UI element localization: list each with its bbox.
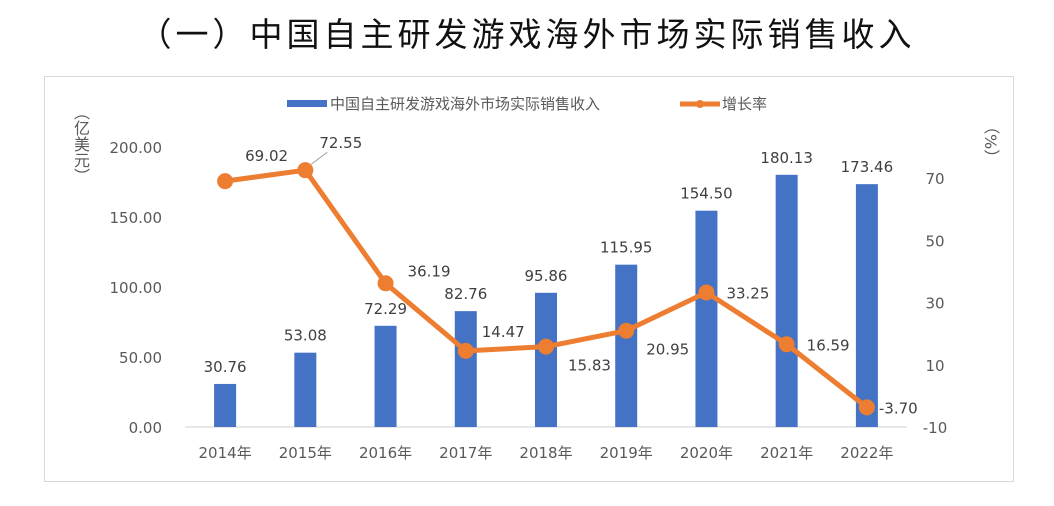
- chart-frame: [44, 76, 1014, 482]
- growth-data-label: 14.47: [482, 323, 525, 341]
- growth-marker: [457, 342, 474, 359]
- x-tick-label: 2017年: [439, 444, 492, 462]
- y-left-tick-label: 0.00: [129, 419, 162, 437]
- legend-bar-swatch: [287, 100, 327, 107]
- y-left-tick-label: 50.00: [119, 349, 162, 367]
- legend-bar-label: 中国自主研发游戏海外市场实际销售收入: [330, 95, 600, 113]
- legend-line-marker: [696, 100, 704, 108]
- bar: [214, 383, 237, 427]
- growth-marker: [778, 336, 795, 353]
- y-right-tick-label: -10: [923, 419, 948, 437]
- growth-marker: [618, 322, 635, 339]
- bar: [695, 210, 718, 427]
- growth-data-label: -3.70: [879, 399, 918, 417]
- bar: [775, 174, 798, 427]
- growth-marker: [698, 284, 715, 301]
- bar-data-label: 82.76: [444, 285, 487, 303]
- x-tick-label: 2022年: [840, 444, 893, 462]
- y-left-tick-label: 150.00: [110, 209, 163, 227]
- x-tick-label: 2020年: [680, 444, 733, 462]
- growth-data-label: 36.19: [408, 262, 451, 280]
- bar-data-label: 180.13: [760, 149, 813, 167]
- bar: [294, 352, 317, 427]
- leader-line: [311, 151, 328, 165]
- growth-data-label: 20.95: [646, 341, 689, 359]
- bar-data-label: 72.29: [364, 300, 407, 318]
- legend-line-label: 增长率: [722, 95, 767, 113]
- bar-data-label: 154.50: [680, 185, 733, 203]
- y-left-axis-label: （亿美元）: [71, 104, 90, 184]
- y-right-axis-label: （%）: [981, 118, 1000, 166]
- bar-data-label: 30.76: [204, 358, 247, 376]
- growth-marker: [858, 399, 875, 416]
- x-tick-label: 2019年: [600, 444, 653, 462]
- growth-data-label: 72.55: [319, 134, 362, 152]
- growth-data-label: 15.83: [568, 357, 611, 375]
- y-right-tick-label: 10: [925, 357, 944, 375]
- bar-data-label: 95.86: [525, 267, 568, 285]
- y-right-tick-label: 50: [925, 232, 944, 250]
- bar-data-label: 115.95: [600, 239, 653, 257]
- page-title: （一）中国自主研发游戏海外市场实际销售收入: [138, 15, 916, 54]
- bar: [535, 292, 557, 427]
- bar: [615, 264, 638, 427]
- growth-data-label: 33.25: [726, 284, 769, 302]
- growth-data-label: 16.59: [807, 336, 850, 354]
- y-left-tick-label: 200.00: [110, 139, 163, 157]
- x-tick-label: 2021年: [760, 444, 813, 462]
- y-left-tick-label: 100.00: [110, 279, 163, 297]
- growth-marker: [217, 173, 234, 190]
- growth-marker: [377, 275, 394, 292]
- growth-marker: [538, 338, 554, 355]
- growth-marker: [297, 162, 314, 179]
- growth-data-label: 69.02: [245, 147, 288, 165]
- bar: [454, 311, 477, 427]
- x-tick-label: 2015年: [279, 444, 332, 462]
- y-right-tick-label: 70: [925, 170, 944, 188]
- y-right-tick-label: 30: [925, 295, 944, 313]
- x-tick-label: 2016年: [359, 444, 412, 462]
- bar-data-label: 53.08: [284, 327, 327, 345]
- bar-data-label: 173.46: [841, 158, 894, 176]
- bar: [855, 184, 878, 427]
- x-tick-label: 2014年: [199, 444, 252, 462]
- x-tick-label: 2018年: [519, 444, 572, 462]
- bar: [374, 325, 397, 427]
